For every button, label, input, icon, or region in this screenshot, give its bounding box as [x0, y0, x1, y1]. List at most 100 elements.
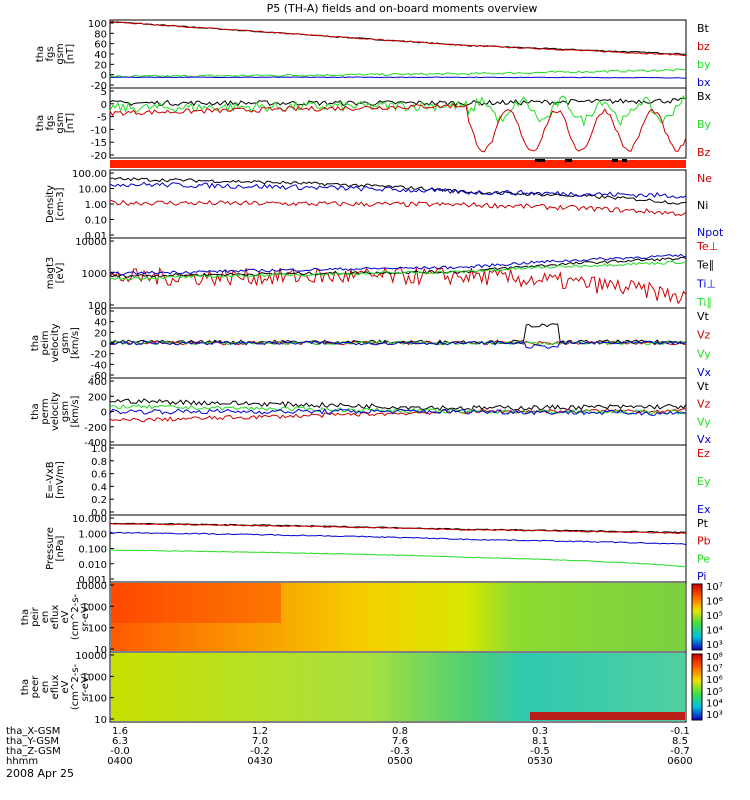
y-axis-label: perm: [40, 398, 51, 424]
panel-frame: [109, 651, 687, 723]
series-line-red: [109, 103, 687, 153]
spectrogram-image: [111, 583, 685, 651]
panel-density: 100.00 10.00 1.00 0.10 0.01 Density [cm-3] Ne Ni…: [45, 169, 724, 242]
time-axis-row-label: tha_Z-GSM: [6, 746, 61, 757]
y-axis-label: velocity: [50, 392, 61, 431]
series-line-red: [109, 408, 687, 423]
legend-label: Bz: [697, 146, 711, 159]
series-line-green: [109, 260, 687, 281]
series-line-green: [110, 68, 687, 78]
panel-temperature: 10000 1000 100 magt3 [eV] Te⊥ Te∥ Ti⊥ Ti∥: [45, 237, 718, 312]
series-line-black: [109, 256, 687, 278]
legend-label: Vy: [697, 347, 711, 360]
y-tick-label: 0.2: [91, 495, 107, 506]
y-tick-label: 10000: [75, 237, 107, 248]
panel-frame: [109, 444, 687, 516]
y-axis-label: [km/s]: [70, 327, 81, 359]
legend-label: Ti∥: [696, 296, 712, 309]
y-tick-label: 60: [94, 40, 107, 51]
legend-label: Ez: [697, 447, 710, 460]
series-line-blue: [109, 408, 687, 416]
y-axis-label: velocity: [50, 323, 61, 362]
y-axis-label: tha: [35, 46, 46, 62]
y-tick-label: -60: [91, 371, 107, 382]
panel-pressure: 10.000 1.000 0.100 0.010 0.001 Pressure [nPa] P…: [45, 514, 711, 586]
y-tick-label: 0.010: [78, 560, 107, 571]
time-axis-value: 0530: [527, 756, 552, 767]
series-line-black: [109, 97, 687, 107]
series-line-green: [109, 549, 687, 568]
spectrogram-image: [111, 653, 685, 721]
time-axis-value: 0430: [247, 756, 272, 767]
y-tick-label: 0.001: [78, 575, 107, 586]
legend-label: Te⊥: [696, 240, 718, 253]
time-axis-value: -0.0: [110, 746, 130, 757]
time-axis-value: -0.3: [390, 746, 410, 757]
y-tick-label: 100: [88, 624, 107, 635]
colorbar-tick-label: 10⁴: [706, 698, 723, 709]
y-axis-label: fgs: [45, 115, 56, 130]
legend-label: Ne: [697, 172, 712, 185]
time-axis-value: -0.1: [670, 726, 690, 737]
legend-label: Pb: [697, 535, 711, 548]
y-tick-label: 60: [94, 307, 107, 318]
y-tick-label: 20: [94, 328, 107, 339]
y-axis-label: [eV]: [55, 263, 66, 284]
series-line-red: [109, 21, 686, 56]
y-tick-label: 10: [94, 645, 107, 656]
time-axis-value: -0.7: [670, 746, 690, 757]
y-tick-label: 0: [101, 339, 107, 350]
legend-label: Vz: [697, 329, 711, 342]
series-line-green: [109, 95, 687, 127]
y-axis-label: magt3: [45, 257, 56, 290]
y-axis-label: peim: [40, 330, 51, 355]
y-axis-label: en: [40, 611, 51, 624]
time-axis-row-label: hhmm: [6, 756, 38, 767]
colorbar-tick-label: 10⁸: [706, 652, 723, 663]
y-axis-label: [cm-3]: [55, 187, 66, 220]
y-axis-label: tha: [20, 679, 31, 695]
y-tick-label: 0.10: [85, 216, 107, 227]
time-axis-value: 1.2: [252, 726, 268, 737]
legend-label: Ti⊥: [696, 277, 716, 290]
y-axis-label: (cm^2-s-: [70, 593, 81, 640]
y-axis-label: gsm: [55, 112, 66, 133]
panel-peir-spectrogram: 10⁷ 10⁶ 10⁵ 10⁴ 10³ 10000 1000 100 10 tha peir en ef…: [20, 581, 723, 656]
colorbar-tick-label: 10⁴: [706, 626, 723, 637]
y-axis-label: gsm: [60, 332, 71, 353]
legend-label: Pt: [697, 517, 709, 530]
y-axis-label: eV: [60, 680, 71, 693]
y-axis-label: en: [40, 681, 51, 694]
time-axis-value: -0.2: [250, 746, 270, 757]
y-tick-label: 10000: [75, 581, 107, 592]
legend-label: bx: [697, 76, 711, 89]
y-tick-label: 1.00: [85, 200, 107, 211]
legend-label: Ey: [697, 475, 711, 488]
time-axis-value: 0600: [667, 756, 692, 767]
series-line-green: [109, 404, 687, 415]
y-tick-label: -15: [91, 138, 107, 149]
series-line-black: [110, 398, 687, 411]
series-line-black: [109, 177, 687, 205]
y-tick-label: 100.00: [72, 169, 107, 180]
y-tick-label: 80: [94, 29, 107, 40]
colorbar: [691, 653, 703, 721]
y-tick-label: -40: [91, 360, 107, 371]
time-axis-row-label: tha_Y-GSM: [6, 736, 59, 747]
y-axis-label: Pressure: [45, 527, 56, 570]
legend-label: Te∥: [696, 259, 714, 272]
y-tick-label: 100: [88, 19, 107, 30]
legend-label: Bt: [697, 22, 710, 35]
time-axis-value: 7.0: [252, 736, 268, 747]
flag-marker: [612, 159, 618, 162]
y-axis-label: [mV/m]: [55, 461, 66, 499]
panel-fgs-b: 5 0 -5-10 -15 -20 tha fgs gsm [nT] Bx By Bz: [35, 87, 712, 162]
y-axis-label: eflux: [50, 675, 61, 700]
spectrogram-hot-region: [111, 583, 281, 623]
figure-title: P5 (TH-A) fields and on-board moments ov…: [267, 2, 538, 15]
time-axis-value: 0500: [387, 756, 412, 767]
